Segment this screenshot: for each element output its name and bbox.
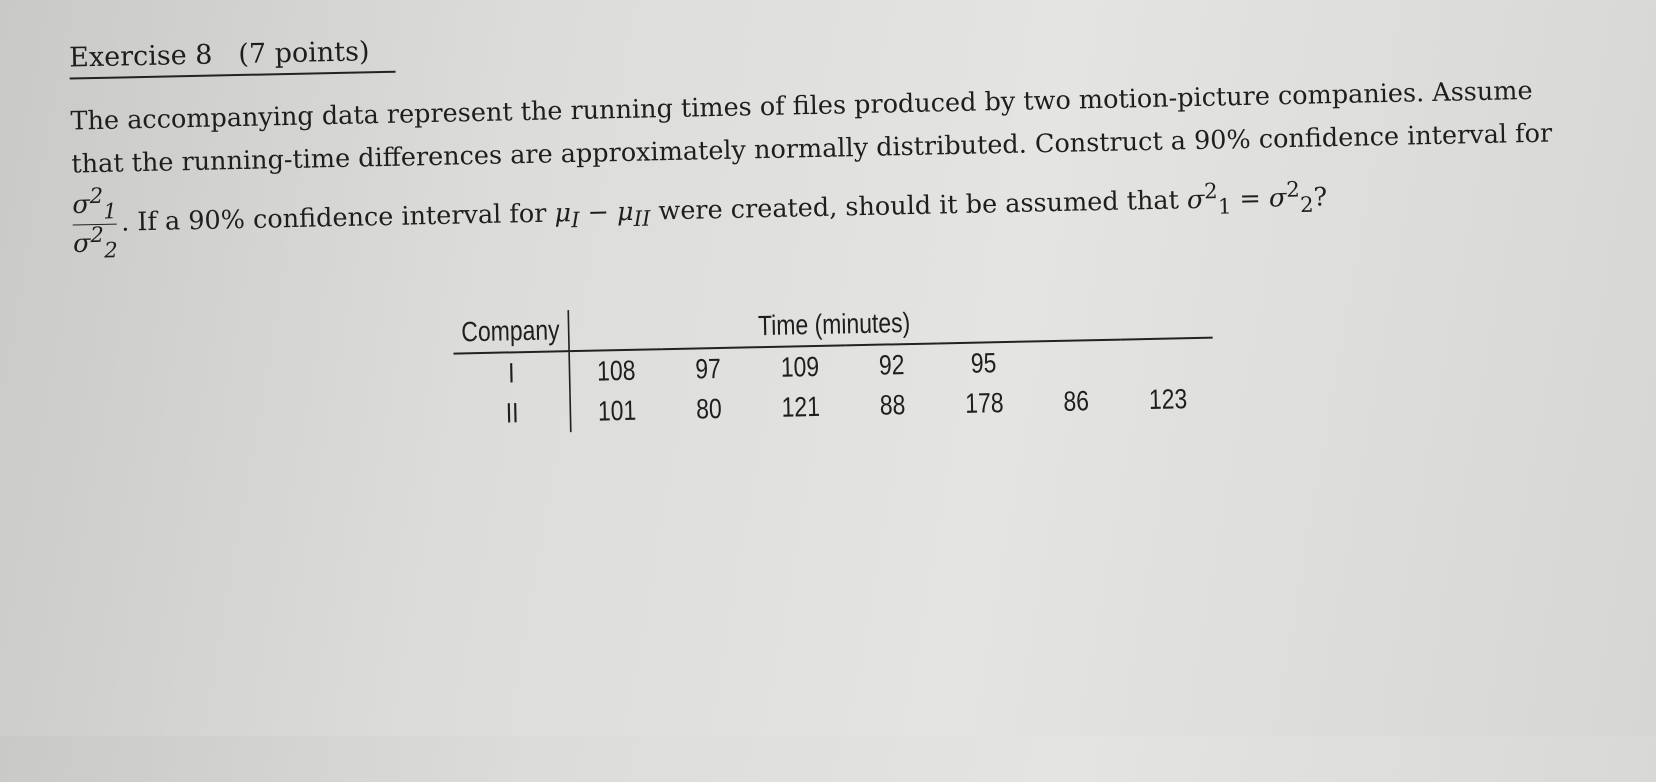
company-cell: I [453, 351, 570, 395]
exercise-number: Exercise 8 [68, 39, 213, 74]
running-times-table: Company Time (minutes) I 108 97 109 92 9… [452, 296, 1215, 435]
value-cell: 121 [781, 390, 821, 423]
value-cell: 95 [970, 347, 997, 379]
variance-ratio: σ21 σ22 [71, 183, 119, 264]
value-cell: 109 [780, 350, 820, 383]
value-cell: 80 [695, 392, 723, 425]
company-header: Company [452, 310, 570, 354]
value-cell: 123 [1148, 383, 1188, 416]
value-cell: 92 [878, 349, 905, 381]
value-cell: 88 [879, 389, 906, 421]
value-cell: 178 [964, 387, 1004, 419]
problem-statement: The accompanying data represent the runn… [70, 68, 1643, 263]
value-cell [1029, 340, 1122, 383]
value-cell: 101 [597, 394, 637, 427]
exercise-title: Exercise 8 (7 points) [68, 35, 396, 80]
exercise-points: (7 points) [238, 36, 370, 71]
company-cell: II [454, 392, 571, 435]
value-cell: 97 [694, 352, 722, 385]
value-cell: 86 [1063, 385, 1090, 417]
value-cell [1121, 338, 1214, 381]
value-cell: 108 [596, 354, 636, 387]
